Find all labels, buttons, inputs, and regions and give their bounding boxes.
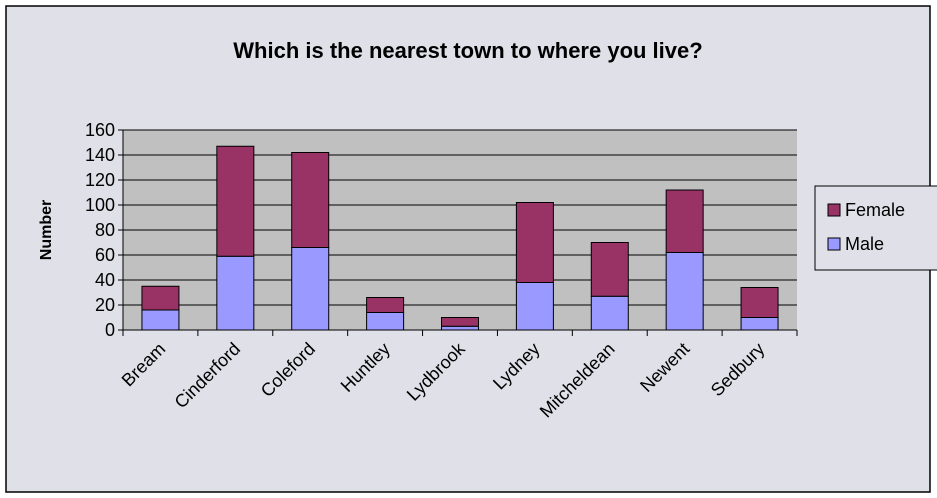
chart-title: Which is the nearest town to where you l… xyxy=(233,38,702,63)
y-tick-label: 0 xyxy=(105,320,115,340)
legend-label: Male xyxy=(845,234,884,254)
bar-segment xyxy=(141,285,180,311)
y-tick-label: 80 xyxy=(95,220,115,240)
legend-swatch xyxy=(827,203,841,217)
y-tick-label: 60 xyxy=(95,245,115,265)
legend-label: Female xyxy=(845,200,905,220)
bar-segment xyxy=(441,325,479,331)
bar-segment xyxy=(291,152,330,248)
legend-swatch xyxy=(827,237,841,251)
bar-segment xyxy=(740,287,779,318)
y-tick-label: 20 xyxy=(95,295,115,315)
bar-segment xyxy=(515,282,554,331)
bar-segment xyxy=(366,297,405,313)
y-tick-label: 40 xyxy=(95,270,115,290)
y-tick-label: 160 xyxy=(85,120,115,140)
y-tick-label: 100 xyxy=(85,195,115,215)
bar-segment xyxy=(515,202,554,283)
y-tick-label: 140 xyxy=(85,145,115,165)
bar-segment xyxy=(740,317,779,331)
bar-segment xyxy=(366,312,405,331)
bar-segment xyxy=(291,247,330,331)
y-tick-label: 120 xyxy=(85,170,115,190)
bar-segment xyxy=(590,295,629,331)
bar-segment xyxy=(665,189,704,253)
bar-segment xyxy=(590,242,629,297)
bar-segment xyxy=(216,255,255,331)
bar-segment xyxy=(441,317,479,327)
y-axis-title: Number xyxy=(38,200,55,260)
legend-box xyxy=(814,185,937,271)
bar-segment xyxy=(216,145,255,257)
bar-segment xyxy=(141,309,180,331)
bar-segment xyxy=(665,252,704,331)
